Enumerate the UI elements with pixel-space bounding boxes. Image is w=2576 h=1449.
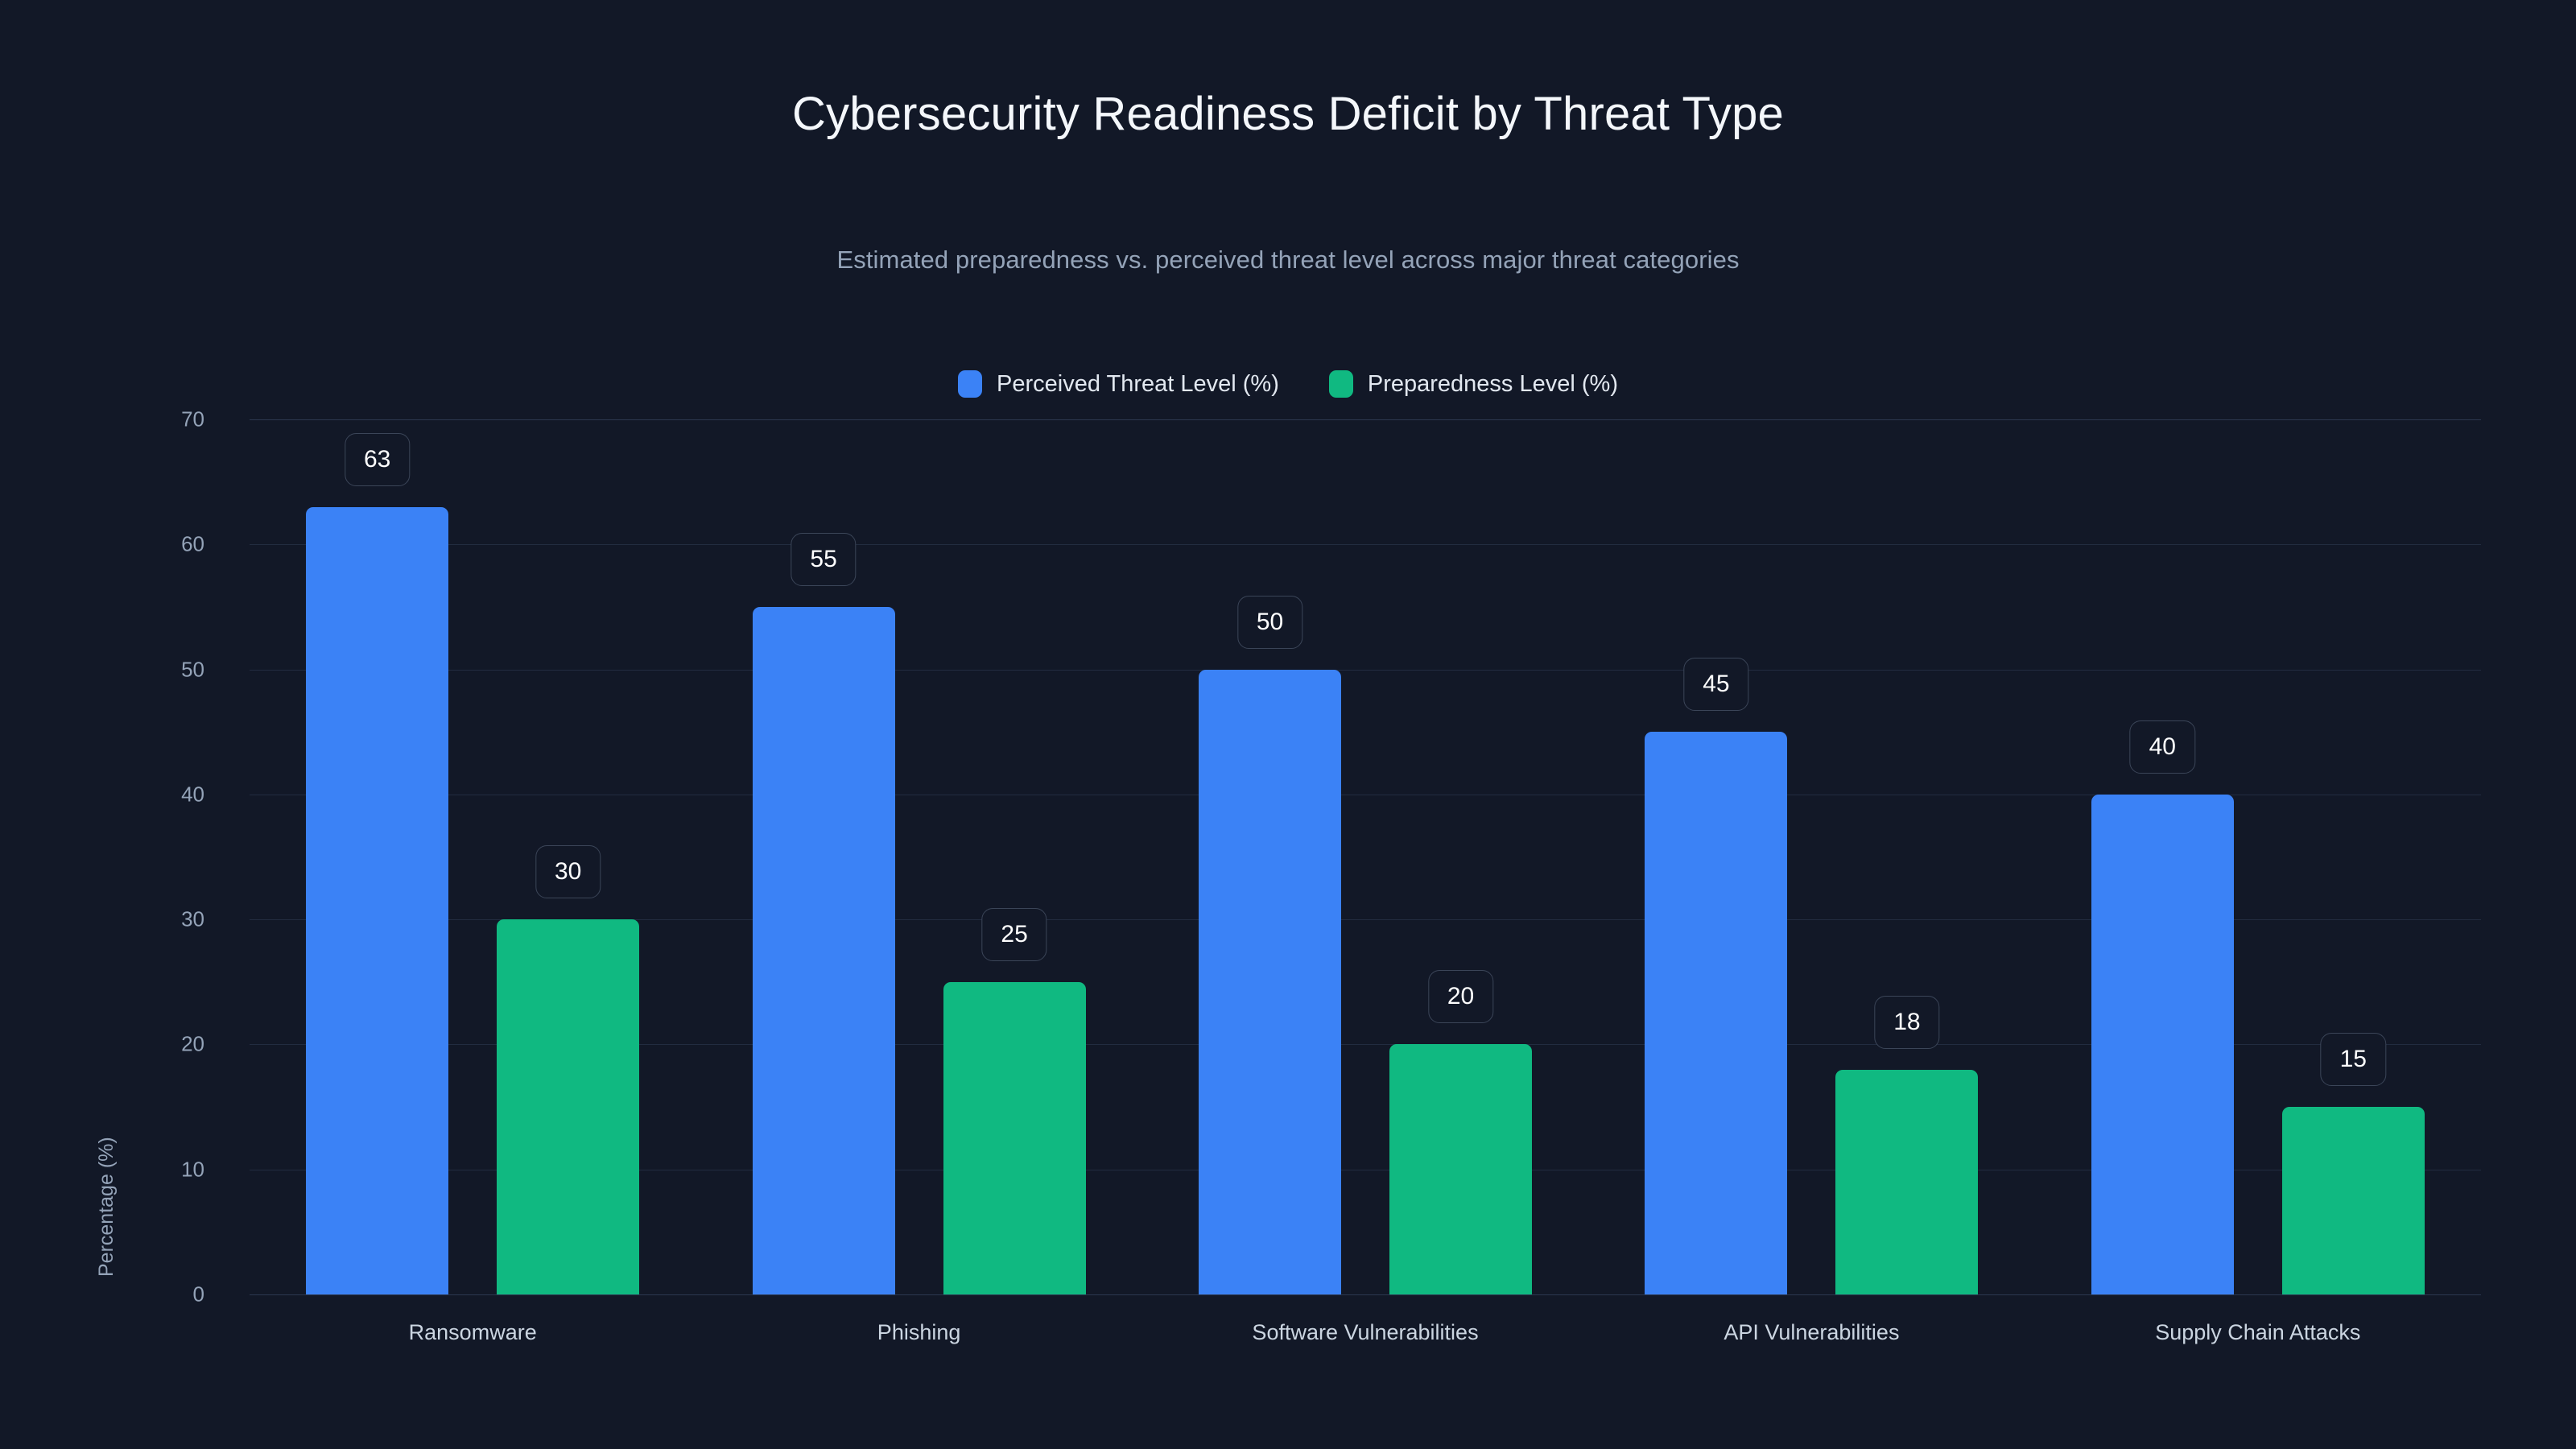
x-axis-tick-4: Supply Chain Attacks [2155,1320,2361,1344]
y-axis-tick-30: 30 [181,906,204,931]
gridline-20 [250,1044,2481,1046]
bar-threat-4[interactable] [2091,794,2234,1294]
x-axis-tick-2: Software Vulnerabilities [1252,1320,1479,1344]
value-badge-threat-1: 55 [791,532,857,586]
legend-swatch-threat-icon [958,370,983,398]
bar-threat-2[interactable] [1199,669,1341,1294]
legend-label-preparedness: Preparedness Level (%) [1367,370,1618,397]
x-axis-tick-1: Phishing [877,1320,961,1344]
y-axis-tick-10: 10 [181,1157,204,1182]
bar-threat-0[interactable] [306,506,449,1294]
value-badge-preparedness-0: 30 [535,845,601,899]
value-badge-preparedness-3: 18 [1874,995,1940,1049]
legend-item-threat[interactable]: Perceived Threat Level (%) [958,370,1279,398]
y-axis-title: Percentage (%) [95,1137,118,1277]
y-axis-tick-60: 60 [181,531,204,556]
value-badge-threat-3: 45 [1683,658,1749,712]
plot-area: 63 30 55 25 50 20 45 18 40 15 [250,419,2481,1295]
bar-threat-1[interactable] [752,606,895,1294]
legend-swatch-preparedness-icon [1328,370,1353,398]
gridline-50 [250,669,2481,671]
x-axis-tick-3: API Vulnerabilities [1724,1320,1900,1344]
y-axis-tick-20: 20 [181,1031,204,1056]
value-badge-threat-2: 50 [1236,595,1303,649]
value-badge-preparedness-2: 20 [1427,970,1494,1024]
gridline-0 [250,1294,2481,1295]
gridline-70 [250,419,2481,420]
y-axis-tick-50: 50 [181,657,204,682]
value-badge-threat-4: 40 [2129,720,2195,774]
bar-preparedness-0[interactable] [497,919,640,1294]
value-badge-preparedness-1: 25 [981,907,1047,961]
x-axis-tick-0: Ransomware [408,1320,537,1344]
y-axis-tick-40: 40 [181,782,204,807]
legend-label-threat: Perceived Threat Level (%) [997,370,1279,397]
value-badge-preparedness-4: 15 [2320,1033,2386,1087]
legend-item-preparedness[interactable]: Preparedness Level (%) [1328,370,1618,398]
chart-subtitle: Estimated preparedness vs. perceived thr… [836,246,1740,274]
bar-preparedness-4[interactable] [2281,1107,2425,1294]
value-badge-threat-0: 63 [345,432,411,486]
bar-preparedness-1[interactable] [943,981,1086,1294]
y-axis: Percentage (%) 0 10 20 30 40 50 60 70 [0,407,250,1307]
y-axis-tick-0: 0 [192,1282,204,1307]
y-axis-tick-70: 70 [181,407,204,431]
bar-preparedness-2[interactable] [1389,1044,1532,1294]
chart-legend: Perceived Threat Level (%) Preparedness … [0,370,2576,398]
x-axis: Ransomware Phishing Software Vulnerabiliti… [250,1320,2481,1360]
gridline-60 [250,544,2481,546]
gridline-30 [250,919,2481,921]
page-title: Cybersecurity Readiness Deficit by Threa… [791,88,1785,140]
bar-preparedness-3[interactable] [1835,1069,1979,1294]
bar-threat-3[interactable] [1645,732,1788,1294]
